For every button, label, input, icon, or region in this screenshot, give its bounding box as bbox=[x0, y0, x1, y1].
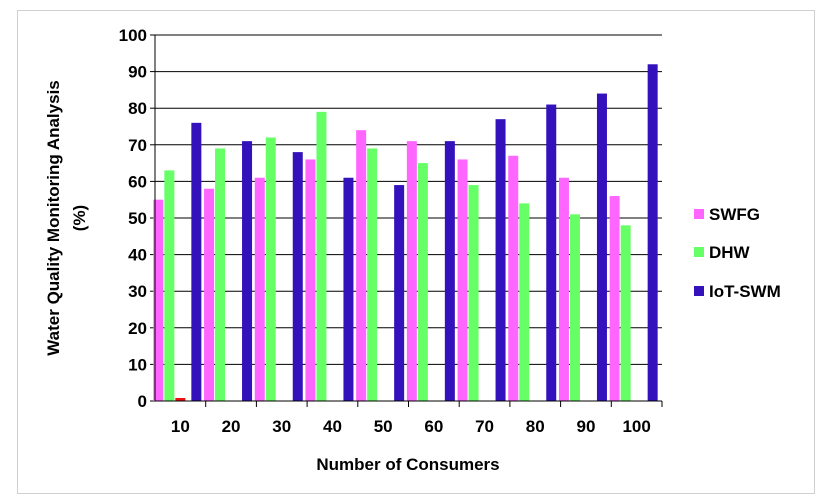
x-tick-label: 10 bbox=[171, 417, 190, 436]
bar-iot-swm-60 bbox=[444, 141, 455, 401]
bar-iot-swm-90 bbox=[596, 93, 607, 401]
x-tick-label: 80 bbox=[526, 417, 545, 436]
legend-swatch-dhw bbox=[694, 247, 704, 257]
x-tick-label: 20 bbox=[222, 417, 241, 436]
y-tick-label: 70 bbox=[128, 136, 147, 155]
bar-swfg-90 bbox=[558, 177, 569, 401]
bar-swfg-60 bbox=[406, 141, 417, 401]
y-tick-label: 100 bbox=[119, 26, 147, 45]
bar-iot-swm-40 bbox=[343, 177, 354, 401]
bar-dhw-70 bbox=[468, 185, 479, 401]
legend-label-swfg: SWFG bbox=[709, 205, 760, 224]
x-tick-labels: 10 20 30 40 50 60 70 80 90 100 bbox=[171, 417, 651, 436]
legend: SWFG DHW IoT-SWM bbox=[694, 205, 781, 301]
bar-dhw-90 bbox=[569, 214, 580, 401]
bar-swfg-40 bbox=[305, 159, 316, 401]
gridlines bbox=[150, 34, 663, 407]
bar-swfg-30 bbox=[254, 177, 265, 401]
bar-iot-swm-70 bbox=[495, 119, 506, 402]
legend-label-dhw: DHW bbox=[709, 243, 751, 262]
x-tick-label: 100 bbox=[622, 417, 650, 436]
bar-swfg-100 bbox=[609, 196, 620, 401]
bar-iot-swm-10 bbox=[191, 122, 202, 401]
bar-dhw-10 bbox=[164, 170, 175, 401]
y-tick-label: 0 bbox=[138, 392, 147, 411]
axes bbox=[154, 35, 662, 402]
bar-swfg-20 bbox=[204, 188, 215, 401]
bar-swfg-50 bbox=[356, 130, 367, 401]
bar-iot-swm-20 bbox=[242, 141, 253, 401]
bar-iot-swm-100 bbox=[647, 64, 658, 401]
bar-iot-swm-50 bbox=[394, 185, 405, 401]
bar-iot-swm-30 bbox=[292, 152, 303, 401]
bar-dhw-20 bbox=[215, 148, 226, 401]
x-tick-label: 90 bbox=[576, 417, 595, 436]
y-axis-title-line-1: Water Quality Monitoring Analysis bbox=[44, 80, 63, 356]
x-tick-label: 70 bbox=[475, 417, 494, 436]
y-tick-label: 10 bbox=[128, 355, 147, 374]
y-tick-labels: 0 10 20 30 40 50 60 70 80 90 100 bbox=[119, 26, 147, 411]
bar-swfg-70 bbox=[457, 159, 468, 401]
y-tick-label: 20 bbox=[128, 319, 147, 338]
axis-marker bbox=[175, 398, 186, 401]
y-tick-label: 90 bbox=[128, 63, 147, 82]
y-tick-label: 60 bbox=[128, 172, 147, 191]
x-tick-label: 40 bbox=[323, 417, 342, 436]
bar-dhw-50 bbox=[367, 148, 378, 401]
chart-border bbox=[17, 10, 815, 494]
bar-dhw-80 bbox=[519, 203, 530, 401]
y-tick-label: 40 bbox=[128, 246, 147, 265]
legend-swatch-iot-swm bbox=[694, 286, 704, 296]
bar-swfg-80 bbox=[508, 155, 519, 401]
y-tick-label: 80 bbox=[128, 99, 147, 118]
bar-swfg-10 bbox=[153, 199, 164, 401]
bar-dhw-60 bbox=[417, 163, 428, 401]
bar-series bbox=[153, 64, 658, 402]
legend-swatch-swfg bbox=[694, 209, 704, 219]
legend-label-iot-swm: IoT-SWM bbox=[709, 282, 781, 301]
bar-dhw-40 bbox=[316, 111, 327, 402]
y-axis-title: Water Quality Monitoring Analysis (%) bbox=[44, 80, 89, 356]
bar-iot-swm-80 bbox=[546, 104, 557, 401]
bar-dhw-30 bbox=[265, 137, 276, 402]
x-axis-title: Number of Consumers bbox=[316, 455, 499, 474]
y-tick-label: 30 bbox=[128, 282, 147, 301]
x-tick-label: 30 bbox=[272, 417, 291, 436]
x-tick-label: 60 bbox=[424, 417, 443, 436]
y-axis-title-line-2: (%) bbox=[70, 205, 89, 231]
x-tick-label: 50 bbox=[374, 417, 393, 436]
bar-dhw-100 bbox=[620, 225, 631, 401]
y-tick-label: 50 bbox=[128, 209, 147, 228]
